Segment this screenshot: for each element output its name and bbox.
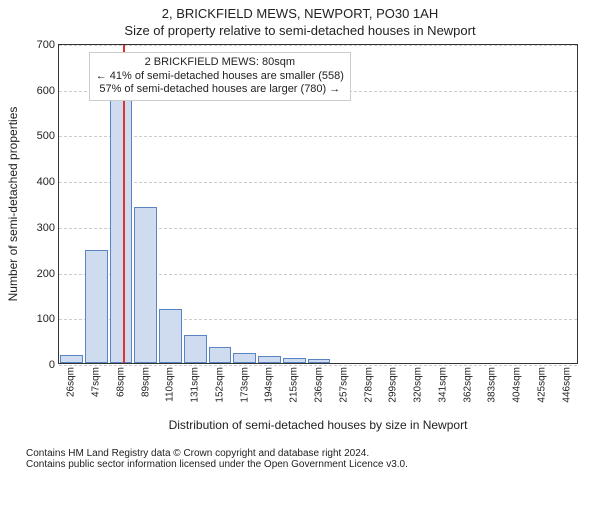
gridline bbox=[59, 45, 577, 46]
x-tick-label: 47sqm bbox=[91, 367, 102, 397]
histogram-bar bbox=[85, 250, 108, 363]
x-tick-label: 320sqm bbox=[413, 367, 424, 403]
y-tick-label: 0 bbox=[21, 359, 55, 371]
x-tick-label: 446sqm bbox=[561, 367, 572, 403]
histogram-bar bbox=[184, 335, 207, 363]
histogram-bar bbox=[110, 79, 133, 363]
x-tick-label: 257sqm bbox=[338, 367, 349, 403]
y-tick-label: 200 bbox=[21, 268, 55, 280]
histogram-bar bbox=[233, 353, 256, 363]
plot-area: 010020030040050060070026sqm47sqm68sqm89s… bbox=[58, 44, 578, 364]
histogram-bar bbox=[283, 358, 306, 363]
histogram-bar bbox=[134, 207, 157, 363]
y-tick-label: 100 bbox=[21, 313, 55, 325]
y-tick-label: 300 bbox=[21, 222, 55, 234]
x-tick-label: 404sqm bbox=[512, 367, 523, 403]
y-tick-label: 700 bbox=[21, 39, 55, 51]
x-tick-label: 299sqm bbox=[388, 367, 399, 403]
x-tick-label: 215sqm bbox=[289, 367, 300, 403]
x-tick-label: 173sqm bbox=[239, 367, 250, 403]
annotation-line2: ← 41% of semi-detached houses are smalle… bbox=[96, 70, 344, 84]
gridline bbox=[59, 136, 577, 137]
histogram-bar bbox=[159, 309, 182, 363]
histogram-bar bbox=[258, 356, 281, 363]
x-tick-label: 26sqm bbox=[66, 367, 77, 397]
credit-line-2: Contains public sector information licen… bbox=[26, 459, 600, 470]
y-tick-label: 500 bbox=[21, 130, 55, 142]
annotation-box: 2 BRICKFIELD MEWS: 80sqm← 41% of semi-de… bbox=[89, 52, 351, 101]
gridline bbox=[59, 182, 577, 183]
histogram-bar bbox=[209, 347, 232, 363]
x-tick-label: 341sqm bbox=[437, 367, 448, 403]
x-axis-label: Distribution of semi-detached houses by … bbox=[58, 418, 578, 432]
y-tick-label: 600 bbox=[21, 85, 55, 97]
chart-title-sub: Size of property relative to semi-detach… bbox=[0, 23, 600, 38]
x-tick-label: 236sqm bbox=[314, 367, 325, 403]
chart-title-main: 2, BRICKFIELD MEWS, NEWPORT, PO30 1AH bbox=[0, 6, 600, 21]
y-tick-label: 400 bbox=[21, 176, 55, 188]
y-axis-label: Number of semi-detached properties bbox=[6, 107, 20, 302]
gridline bbox=[59, 365, 577, 366]
x-tick-label: 278sqm bbox=[363, 367, 374, 403]
annotation-line3: 57% of semi-detached houses are larger (… bbox=[96, 83, 344, 97]
annotation-line1: 2 BRICKFIELD MEWS: 80sqm bbox=[96, 56, 344, 70]
histogram-bar bbox=[308, 359, 331, 363]
x-tick-label: 152sqm bbox=[214, 367, 225, 403]
x-tick-label: 131sqm bbox=[190, 367, 201, 403]
x-tick-label: 110sqm bbox=[165, 367, 176, 402]
x-tick-label: 362sqm bbox=[462, 367, 473, 403]
x-tick-label: 194sqm bbox=[264, 367, 275, 403]
x-tick-label: 89sqm bbox=[140, 367, 151, 397]
credit-line-1: Contains HM Land Registry data © Crown c… bbox=[26, 448, 600, 459]
x-tick-label: 68sqm bbox=[115, 367, 126, 397]
x-tick-label: 383sqm bbox=[487, 367, 498, 403]
histogram-bar bbox=[60, 355, 83, 363]
x-tick-label: 425sqm bbox=[536, 367, 547, 403]
